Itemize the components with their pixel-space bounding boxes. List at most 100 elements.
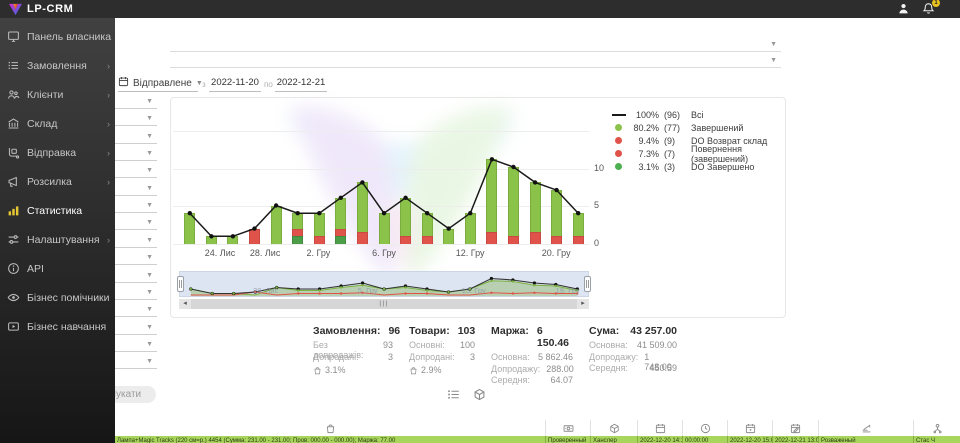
- legend-count: (96): [664, 109, 681, 120]
- sidebar-item-8[interactable]: API: [0, 254, 115, 283]
- filter-select-small-11[interactable]: ▼: [108, 287, 157, 300]
- summary-sub-label: Допродані:: [313, 351, 359, 362]
- legend-label: DO Завершено: [691, 161, 755, 172]
- sidebar-item-9[interactable]: Бізнес помічники: [0, 283, 115, 312]
- navigator-right-handle[interactable]: [584, 276, 591, 292]
- filter-select-small-4[interactable]: ▼: [108, 165, 157, 179]
- summary-value: 43 257.00: [630, 325, 677, 337]
- scrollbar-grip[interactable]: |||: [379, 301, 389, 307]
- filter-select-small-7[interactable]: ▼: [108, 217, 157, 231]
- statistics-chart-card: 0 5 10 24. Лис 28. Лис 2. Гру 6. Гру 12. Гру 20…: [170, 97, 786, 318]
- sidebar-item-0[interactable]: Панель власника: [0, 22, 115, 51]
- sidebar-item-label: Бізнес навчання: [27, 320, 107, 333]
- filter-select-small-8[interactable]: ▼: [108, 235, 157, 248]
- user-icon[interactable]: [897, 2, 911, 16]
- gridline: [173, 206, 589, 208]
- table-header-col-1[interactable]: [545, 420, 590, 436]
- table-header-col-8[interactable]: [913, 420, 960, 436]
- filter-select-small-13[interactable]: ▼: [108, 322, 157, 335]
- orders-table-row[interactable]: Лампа+Magic Tracks (220 см=р.) 4454 (Сум…: [115, 436, 960, 443]
- filter-select-small-2[interactable]: ▼: [108, 131, 157, 144]
- cube-icon: [474, 388, 485, 401]
- chevron-down-icon: ▼: [146, 219, 153, 227]
- sidebar-item-1[interactable]: Замовлення ›: [0, 51, 115, 80]
- notification-badge: 1: [932, 0, 940, 7]
- scrollbar-left-arrow-icon[interactable]: ◂: [179, 299, 191, 309]
- bell-icon[interactable]: 1: [922, 0, 940, 16]
- settings-icon: [8, 235, 19, 244]
- filter-select-small-5[interactable]: ▼: [108, 183, 157, 196]
- table-header-col-4[interactable]: [682, 420, 727, 436]
- table-header-col-3[interactable]: [637, 420, 682, 436]
- view-toggle-cube-icon[interactable]: [473, 388, 486, 401]
- chart-scrollbar[interactable]: ◂ ||| ▸: [179, 299, 589, 309]
- sidebar-item-5[interactable]: Розсилка ›: [0, 167, 115, 196]
- filter-select-small-9[interactable]: ▼: [108, 252, 157, 266]
- chevron-down-icon: ▼: [146, 167, 153, 175]
- summary-group-2: Маржа: 6 150.46 Основна: 5 862.46 Допродажу:…: [491, 325, 574, 387]
- view-toggle-list-stats-icon[interactable]: [447, 388, 460, 401]
- gridline: [173, 168, 589, 170]
- orders-icon: [8, 61, 18, 70]
- table-header-col-6[interactable]: [772, 420, 818, 436]
- sidebar-item-7[interactable]: Налаштування ›: [0, 225, 115, 254]
- chevron-down-icon: ▼: [770, 41, 777, 48]
- x-axis-tick: 6. Гру: [372, 248, 396, 258]
- sidebar-item-label: Замовлення: [27, 59, 87, 72]
- sidebar-item-3[interactable]: Склад ›: [0, 109, 115, 138]
- summary-sub-value: 41 509.00: [636, 340, 677, 350]
- table-header-col-2[interactable]: [590, 420, 637, 436]
- table-cell-6: 2022-12-21 13:07:05: [772, 436, 818, 443]
- table-header-col-5[interactable]: [727, 420, 772, 436]
- filter-select-small-6[interactable]: ▼: [108, 200, 157, 214]
- date-type-select[interactable]: Відправлене ▼: [118, 75, 203, 92]
- view-toggles: [447, 388, 486, 401]
- filter-select-wide-1[interactable]: ▼: [170, 55, 781, 68]
- date-to-input[interactable]: 2022-12-21: [275, 75, 327, 92]
- legend-item-3[interactable]: 7.3% (7) Повернення (завершений): [611, 144, 785, 164]
- app-logo[interactable]: LP-CRM: [8, 3, 73, 16]
- table-header-col-0[interactable]: [115, 420, 545, 436]
- api-icon: [8, 263, 19, 274]
- legend-item-1[interactable]: 80.2% (77) Завершений: [611, 121, 785, 134]
- legend-item-2[interactable]: 9.4% (9) DO Возврат склад: [611, 134, 785, 147]
- chevron-down-icon: ▼: [146, 202, 153, 210]
- date-from-input[interactable]: 2022-11-20: [209, 75, 261, 92]
- chart-range-navigator[interactable]: 28. Лис 5. Гру 13. Гру 19. Гру: [177, 271, 591, 297]
- sidebar-item-label: Відправка: [27, 146, 77, 159]
- filter-select-small-0[interactable]: ▼: [108, 96, 157, 109]
- summary-value: 96: [388, 325, 401, 337]
- sidebar-item-6[interactable]: Статистика: [0, 196, 115, 225]
- summary-sub-label: Основна:: [491, 352, 530, 362]
- chevron-down-icon: ▼: [146, 132, 153, 140]
- legend-item-4[interactable]: 3.1% (3) DO Завершено: [611, 160, 785, 173]
- sidebar-item-4[interactable]: Відправка ›: [0, 138, 115, 167]
- filter-select-small-15[interactable]: ▼: [108, 356, 157, 370]
- table-header-col-7[interactable]: [818, 420, 913, 436]
- chevron-down-icon: ▼: [146, 271, 153, 279]
- legend-marker: [611, 113, 626, 116]
- chevron-down-icon: ▼: [146, 323, 153, 331]
- total-line-series: [187, 157, 581, 239]
- x-axis-tick: 28. Лис: [249, 248, 281, 258]
- summary-sub-value: 3: [469, 351, 475, 362]
- chart-legend: 100% (96) Всі 80.2% (77) Завершений 9.4% (9) DO …: [611, 108, 785, 173]
- filter-select-small-12[interactable]: ▼: [108, 304, 157, 318]
- summary-sub-value: 5 862.46: [537, 352, 573, 362]
- navigator-left-handle[interactable]: [177, 276, 184, 292]
- filter-select-small-1[interactable]: ▼: [108, 113, 157, 127]
- legend-item-0[interactable]: 100% (96) Всі: [611, 108, 785, 121]
- legend-marker: [611, 163, 626, 170]
- legend-label: Всі: [691, 109, 704, 120]
- navigator-label: 28. Лис: [252, 286, 279, 295]
- sidebar-item-2[interactable]: Клієнти ›: [0, 80, 115, 109]
- filter-select-wide-0[interactable]: ▼: [170, 39, 781, 52]
- sidebar-item-10[interactable]: Бізнес навчання: [0, 312, 115, 341]
- filter-select-small-10[interactable]: ▼: [108, 270, 157, 283]
- scrollbar-right-arrow-icon[interactable]: ▸: [577, 299, 589, 309]
- table-cell-5: 2022-12-20 15:02:36: [727, 436, 772, 443]
- summary-sub-label: Допродажу:: [589, 351, 639, 362]
- filter-select-small-3[interactable]: ▼: [108, 148, 157, 162]
- filter-select-small-14[interactable]: ▼: [108, 339, 157, 352]
- summary-sub-value: 64.07: [550, 375, 573, 385]
